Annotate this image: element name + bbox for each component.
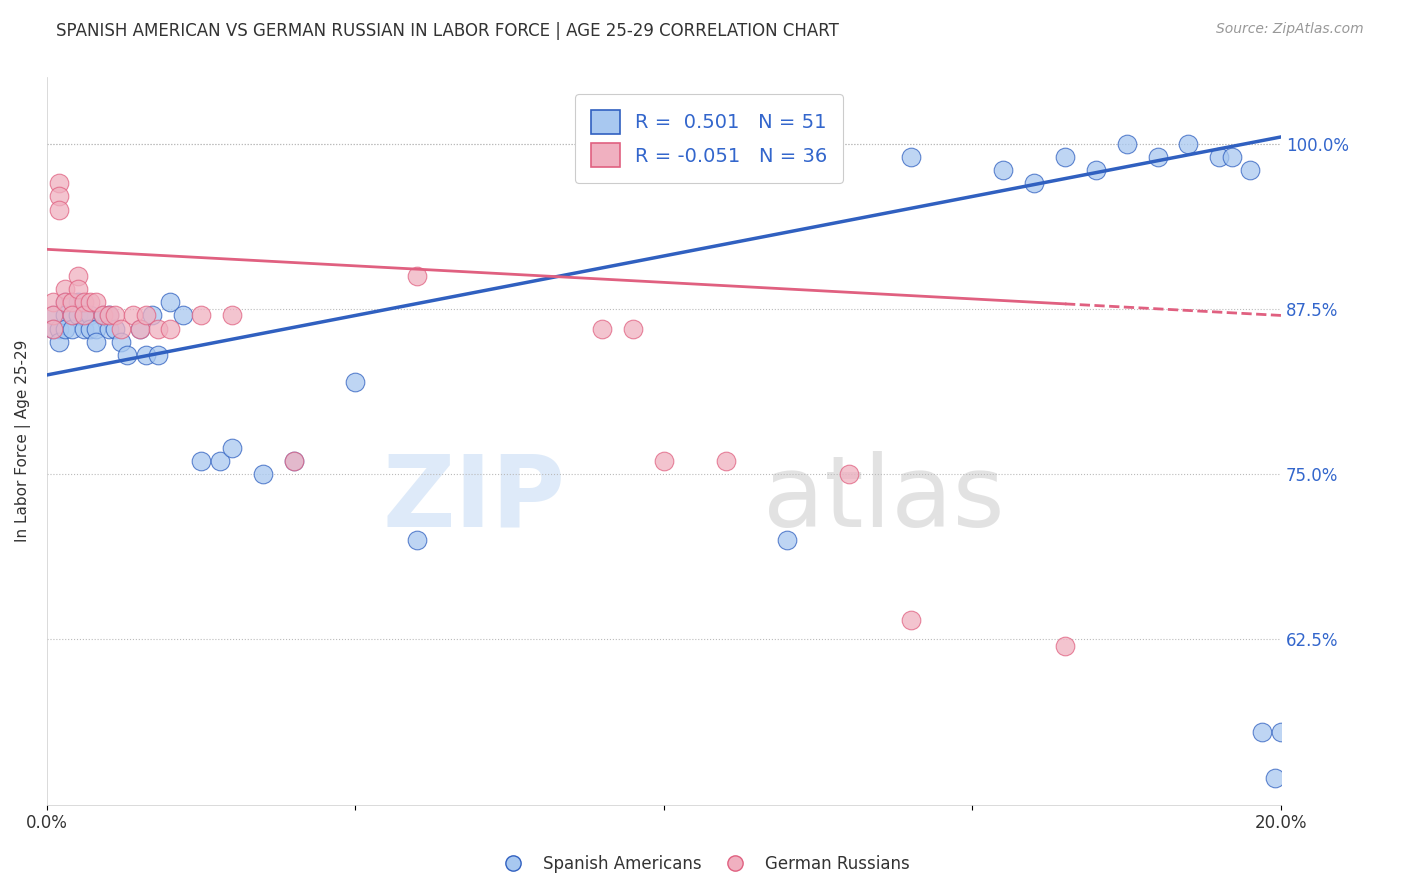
Point <box>1053 150 1076 164</box>
Point <box>86 334 108 349</box>
Point <box>48 321 70 335</box>
Point <box>73 321 96 335</box>
Point <box>159 321 181 335</box>
Point <box>86 295 108 310</box>
Point <box>48 334 70 349</box>
Point <box>104 309 127 323</box>
Point <box>776 533 799 548</box>
Point <box>838 467 860 482</box>
Point <box>55 295 77 310</box>
Point <box>73 309 96 323</box>
Text: ZIP: ZIP <box>382 450 565 548</box>
Point <box>208 454 231 468</box>
Point <box>1208 150 1230 164</box>
Point <box>190 454 212 468</box>
Point <box>283 454 305 468</box>
Text: SPANISH AMERICAN VS GERMAN RUSSIAN IN LABOR FORCE | AGE 25-29 CORRELATION CHART: SPANISH AMERICAN VS GERMAN RUSSIAN IN LA… <box>56 22 839 40</box>
Point <box>141 309 163 323</box>
Point <box>97 309 120 323</box>
Point <box>42 309 65 323</box>
Point <box>79 321 101 335</box>
Point <box>60 309 83 323</box>
Point <box>110 321 132 335</box>
Point <box>621 321 644 335</box>
Point <box>91 309 114 323</box>
Point <box>55 321 77 335</box>
Point <box>115 348 138 362</box>
Point <box>172 309 194 323</box>
Point <box>135 309 157 323</box>
Point <box>97 309 120 323</box>
Point <box>55 309 77 323</box>
Point <box>60 309 83 323</box>
Text: Source: ZipAtlas.com: Source: ZipAtlas.com <box>1216 22 1364 37</box>
Point <box>42 295 65 310</box>
Point <box>344 375 367 389</box>
Point <box>714 454 737 468</box>
Point <box>79 309 101 323</box>
Point <box>652 454 675 468</box>
Point <box>146 348 169 362</box>
Point <box>159 295 181 310</box>
Point <box>146 321 169 335</box>
Point <box>86 321 108 335</box>
Point <box>1239 163 1261 178</box>
Point <box>60 321 83 335</box>
Point <box>42 321 65 335</box>
Legend: Spanish Americans, German Russians: Spanish Americans, German Russians <box>489 848 917 880</box>
Point <box>1177 136 1199 151</box>
Point <box>135 348 157 362</box>
Point <box>1084 163 1107 178</box>
Point <box>591 321 613 335</box>
Point <box>1251 725 1274 739</box>
Point <box>406 533 429 548</box>
Point <box>122 309 145 323</box>
Point <box>66 268 89 283</box>
Point <box>79 295 101 310</box>
Point <box>55 295 77 310</box>
Point <box>66 309 89 323</box>
Point <box>48 176 70 190</box>
Point <box>221 309 243 323</box>
Point <box>900 150 922 164</box>
Point <box>252 467 274 482</box>
Point <box>66 295 89 310</box>
Legend: R =  0.501   N = 51, R = -0.051   N = 36: R = 0.501 N = 51, R = -0.051 N = 36 <box>575 95 844 183</box>
Point <box>66 282 89 296</box>
Point <box>55 282 77 296</box>
Text: atlas: atlas <box>762 450 1004 548</box>
Point <box>1146 150 1168 164</box>
Point <box>1220 150 1243 164</box>
Point <box>1053 639 1076 653</box>
Point <box>128 321 150 335</box>
Point <box>1264 771 1286 785</box>
Point <box>1115 136 1137 151</box>
Point <box>1024 176 1046 190</box>
Point <box>91 309 114 323</box>
Point <box>42 309 65 323</box>
Point <box>48 202 70 217</box>
Point <box>73 309 96 323</box>
Point <box>190 309 212 323</box>
Point <box>42 321 65 335</box>
Point <box>993 163 1015 178</box>
Point <box>283 454 305 468</box>
Point <box>900 613 922 627</box>
Y-axis label: In Labor Force | Age 25-29: In Labor Force | Age 25-29 <box>15 340 31 542</box>
Point <box>60 295 83 310</box>
Point <box>97 321 120 335</box>
Point <box>128 321 150 335</box>
Point <box>406 268 429 283</box>
Point <box>48 189 70 203</box>
Point <box>104 321 127 335</box>
Point <box>1270 725 1292 739</box>
Point <box>110 334 132 349</box>
Point <box>221 441 243 455</box>
Point <box>73 295 96 310</box>
